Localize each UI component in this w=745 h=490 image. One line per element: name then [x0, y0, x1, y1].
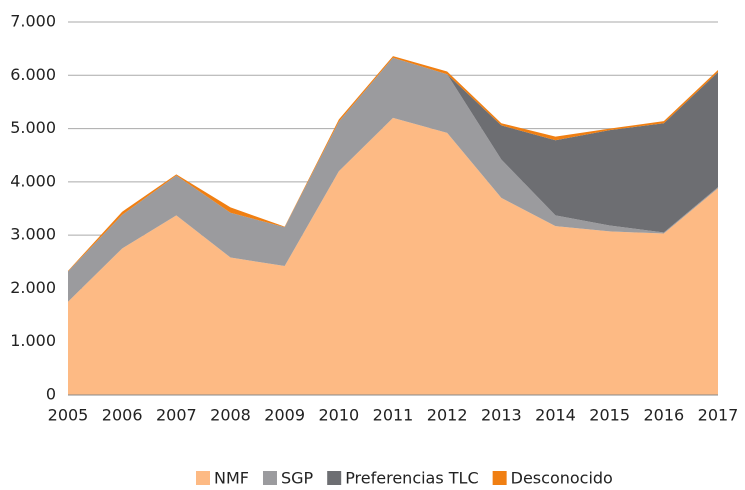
x-tick-label: 2008 — [210, 406, 251, 425]
legend-swatch — [492, 471, 507, 485]
area — [68, 57, 718, 302]
area — [68, 117, 718, 396]
x-tick-label: 2016 — [643, 406, 684, 425]
y-tick-label: 2.000 — [10, 278, 56, 297]
legend-label: SGP — [281, 469, 314, 488]
legend-label: NMF — [214, 469, 249, 488]
x-tick-label: 2005 — [48, 406, 89, 425]
legend-label: Desconocido — [511, 469, 613, 488]
y-tick-label: 6.000 — [10, 65, 56, 84]
x-tick-label: 2017 — [698, 406, 739, 425]
y-tick-label: 3.000 — [10, 225, 56, 244]
x-tick-label: 2009 — [264, 406, 305, 425]
x-tick-label: 2011 — [373, 406, 414, 425]
x-tick-label: 2007 — [156, 406, 197, 425]
area — [68, 57, 718, 272]
x-tick-label: 2014 — [535, 406, 576, 425]
legend-swatch — [196, 471, 210, 485]
y-tick-label: 4.000 — [10, 171, 56, 190]
y-tick-label: 0 — [46, 385, 56, 404]
x-tick-label: 2010 — [318, 406, 359, 425]
x-tick-label: 2012 — [427, 406, 468, 425]
legend-swatch — [327, 471, 342, 485]
x-tick-label: 2015 — [589, 406, 630, 425]
y-tick-label: 5.000 — [10, 118, 56, 137]
x-tick-label: 2013 — [481, 406, 522, 425]
y-tick-label: 7.000 — [10, 12, 56, 31]
legend-swatch — [262, 471, 277, 485]
x-tick-label: 2006 — [102, 406, 143, 425]
legend-label: Preferencias TLC — [345, 469, 478, 488]
y-tick-label: 1.000 — [10, 331, 56, 350]
